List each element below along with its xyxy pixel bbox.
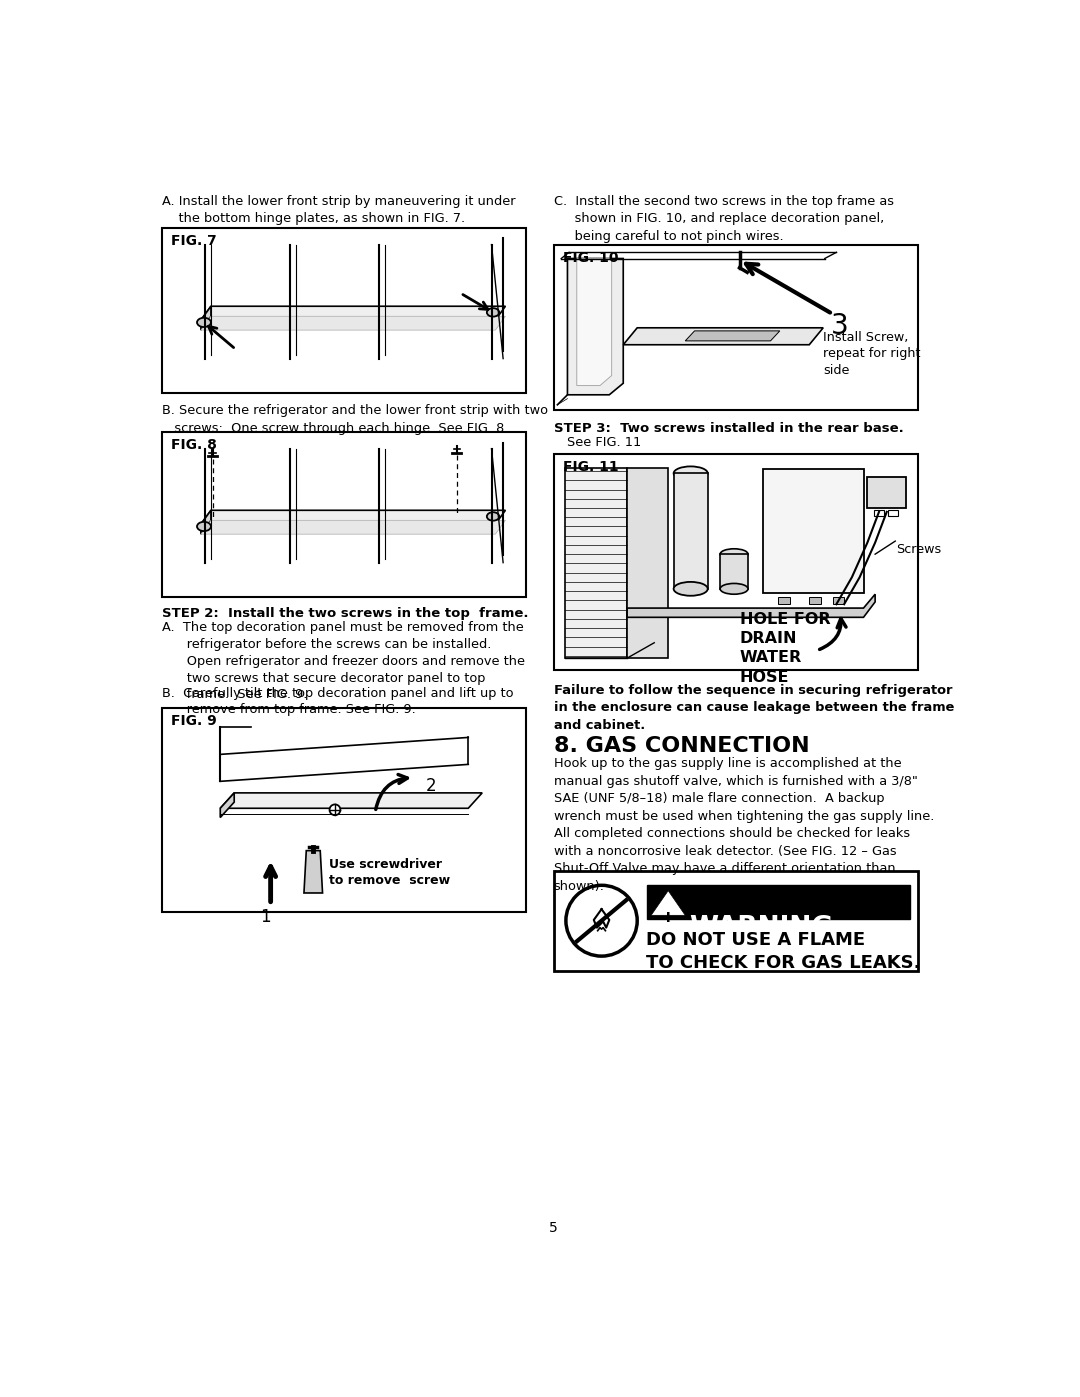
Polygon shape xyxy=(220,793,234,817)
Text: FIG. 10: FIG. 10 xyxy=(563,251,618,265)
Ellipse shape xyxy=(487,513,499,521)
Polygon shape xyxy=(565,468,627,658)
Text: WARNING: WARNING xyxy=(689,915,834,942)
Polygon shape xyxy=(809,597,821,605)
Polygon shape xyxy=(674,474,707,588)
Text: Install Screw,
repeat for right
side: Install Screw, repeat for right side xyxy=(823,331,920,377)
Polygon shape xyxy=(201,316,505,330)
Text: !: ! xyxy=(665,911,672,925)
Text: STEP 3:  Two screws installed in the rear base.: STEP 3: Two screws installed in the rear… xyxy=(554,422,903,434)
Polygon shape xyxy=(201,306,211,330)
Text: FIG. 7: FIG. 7 xyxy=(172,233,217,247)
Polygon shape xyxy=(201,510,211,534)
Polygon shape xyxy=(651,891,685,915)
Bar xyxy=(888,510,897,515)
Text: B. Secure the refrigerator and the lower front strip with two
   screws:  One sc: B. Secure the refrigerator and the lower… xyxy=(162,404,549,434)
Bar xyxy=(647,884,910,919)
Ellipse shape xyxy=(197,317,211,327)
Text: A. Install the lower front strip by maneuvering it under
    the bottom hinge pl: A. Install the lower front strip by mane… xyxy=(162,194,515,225)
Ellipse shape xyxy=(720,584,748,594)
Circle shape xyxy=(329,805,340,816)
Ellipse shape xyxy=(674,583,707,595)
Polygon shape xyxy=(720,555,748,588)
Bar xyxy=(874,510,883,515)
Polygon shape xyxy=(685,331,780,341)
Polygon shape xyxy=(567,258,623,395)
Polygon shape xyxy=(627,468,669,658)
Text: Failure to follow the sequence in securing refrigerator
in the enclosure can cau: Failure to follow the sequence in securi… xyxy=(554,683,954,732)
Polygon shape xyxy=(201,306,505,320)
Text: 3: 3 xyxy=(831,313,849,341)
Bar xyxy=(162,228,526,393)
Text: See FIG. 11: See FIG. 11 xyxy=(567,436,642,448)
Text: Hook up to the gas supply line is accomplished at the
manual gas shutoff valve, : Hook up to the gas supply line is accomp… xyxy=(554,757,934,893)
Polygon shape xyxy=(627,594,875,617)
Text: DO NOT USE A FLAME
TO CHECK FOR GAS LEAKS.: DO NOT USE A FLAME TO CHECK FOR GAS LEAK… xyxy=(647,930,921,972)
Ellipse shape xyxy=(197,522,211,531)
Text: C.  Install the second two screws in the top frame as
     shown in FIG. 10, and: C. Install the second two screws in the … xyxy=(554,194,893,243)
Bar xyxy=(762,469,864,592)
Bar xyxy=(554,870,918,971)
Text: FIG. 11: FIG. 11 xyxy=(563,460,619,474)
Text: FIG. 9: FIG. 9 xyxy=(172,714,217,728)
Text: STEP 2:  Install the two screws in the top  frame.: STEP 2: Install the two screws in the to… xyxy=(162,606,528,619)
Polygon shape xyxy=(779,597,789,605)
Bar xyxy=(867,478,906,509)
Text: FIG. 8: FIG. 8 xyxy=(172,437,217,451)
Polygon shape xyxy=(201,510,505,524)
Circle shape xyxy=(566,886,637,956)
Text: Screws: Screws xyxy=(896,542,942,556)
Bar xyxy=(162,708,526,912)
Text: 1: 1 xyxy=(260,908,271,926)
Ellipse shape xyxy=(487,309,499,317)
Polygon shape xyxy=(577,258,611,386)
Text: B.  Carefully tilt the top decoration panel and lift up to
      remove from top: B. Carefully tilt the top decoration pan… xyxy=(162,686,514,717)
Text: 8. GAS CONNECTION: 8. GAS CONNECTION xyxy=(554,736,809,756)
Text: A.  The top decoration panel must be removed from the
      refrigerator before : A. The top decoration panel must be remo… xyxy=(162,622,525,701)
Text: Use screwdriver
to remove  screw: Use screwdriver to remove screw xyxy=(328,858,450,887)
Ellipse shape xyxy=(720,549,748,560)
Bar xyxy=(554,454,918,669)
Polygon shape xyxy=(201,520,505,534)
Polygon shape xyxy=(833,597,845,605)
Bar xyxy=(162,432,526,598)
Text: 2: 2 xyxy=(426,778,436,795)
Polygon shape xyxy=(220,793,482,809)
Text: 5: 5 xyxy=(549,1221,558,1235)
Polygon shape xyxy=(303,851,323,893)
Text: HOLE FOR
DRAIN
WATER
HOSE: HOLE FOR DRAIN WATER HOSE xyxy=(740,612,831,685)
Polygon shape xyxy=(623,328,823,345)
Ellipse shape xyxy=(674,467,707,481)
Bar xyxy=(554,244,918,411)
